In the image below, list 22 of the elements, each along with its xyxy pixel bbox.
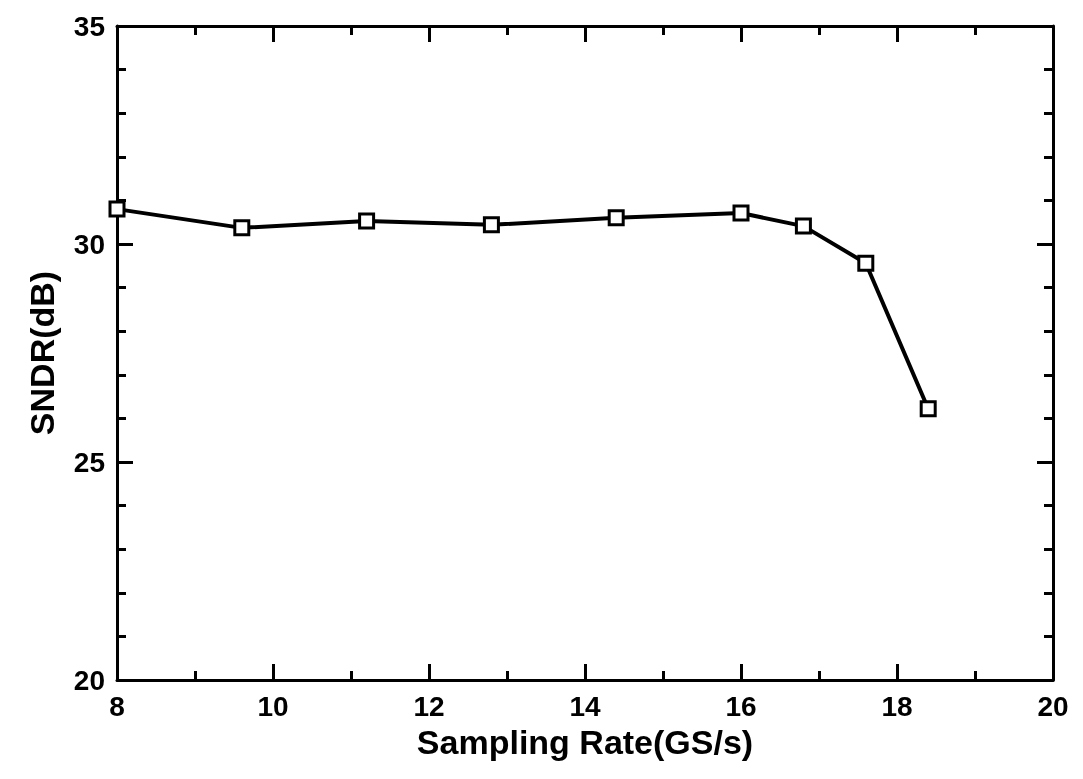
point — [358, 212, 376, 230]
x-tick-label: 12 — [413, 690, 445, 722]
y-axis-title: SNDR(dB) — [23, 270, 61, 436]
x-tick-label: 8 — [109, 690, 125, 722]
y-tick-label: 30 — [73, 228, 105, 260]
x-tick-label: 20 — [1037, 690, 1069, 722]
y-tick-label: 20 — [73, 664, 105, 696]
x-tick-label: 14 — [569, 690, 601, 722]
point — [482, 216, 500, 234]
point — [919, 400, 937, 418]
x-tick-label: 16 — [725, 690, 757, 722]
x-tick-label: 18 — [881, 690, 913, 722]
point — [857, 254, 875, 272]
point — [794, 217, 812, 235]
y-tick-label: 35 — [73, 10, 105, 42]
point — [108, 200, 126, 218]
point — [732, 204, 750, 222]
point — [607, 209, 625, 227]
x-tick-label: 10 — [257, 690, 289, 722]
point — [233, 219, 251, 237]
x-axis-title: Sampling Rate(GS/s) — [416, 722, 754, 761]
y-tick-label: 25 — [73, 446, 105, 478]
